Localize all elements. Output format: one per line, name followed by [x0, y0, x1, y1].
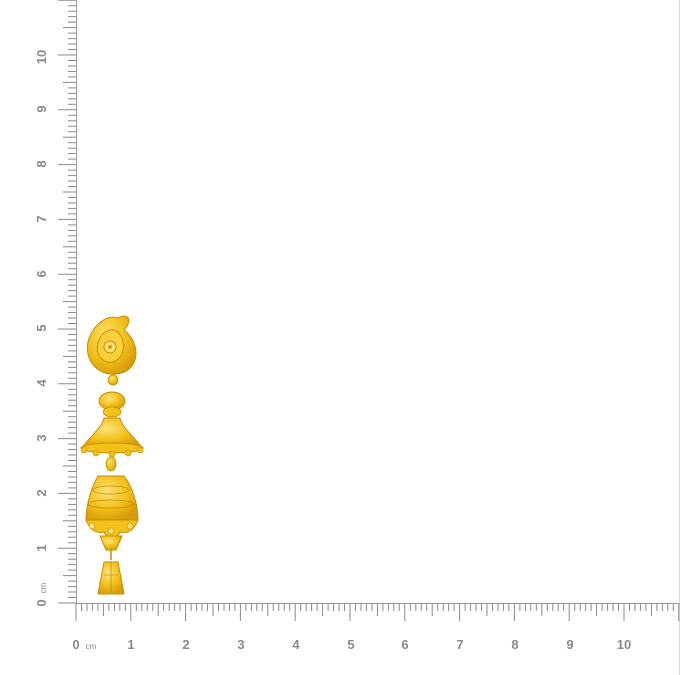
- x-label-4: 4: [292, 637, 300, 652]
- y-label-8: 8: [34, 160, 49, 167]
- x-label-8: 8: [511, 637, 518, 652]
- vertical-ruler-ticks: [58, 0, 76, 604]
- y-label-9: 9: [34, 105, 49, 112]
- x-label-7: 7: [456, 637, 463, 652]
- gold-jhumka-earring-icon: [80, 315, 144, 595]
- x-unit-label: cm: [86, 642, 97, 651]
- y-label-4: 4: [34, 379, 49, 387]
- y-label-0: 0: [34, 599, 49, 606]
- x-label-5: 5: [347, 637, 354, 652]
- y-label-5: 5: [34, 324, 49, 331]
- horizontal-ruler-ticks: [75, 603, 680, 621]
- y-label-2: 2: [34, 489, 49, 496]
- x-label-10: 10: [617, 637, 631, 652]
- y-label-7: 7: [34, 215, 49, 222]
- x-label-3: 3: [237, 637, 244, 652]
- vertical-ruler-labels: 0 1 2 3 4 5 6 7 8 9 10 cm: [34, 50, 49, 607]
- x-label-1: 1: [127, 637, 134, 652]
- y-label-10: 10: [34, 50, 49, 64]
- y-label-3: 3: [34, 434, 49, 441]
- y-label-6: 6: [34, 270, 49, 277]
- x-label-0: 0: [72, 637, 79, 652]
- horizontal-ruler-labels: 0 1 2 3 4 5 6 7 8 9 10 cm: [72, 637, 631, 652]
- x-label-6: 6: [401, 637, 408, 652]
- y-unit-label: cm: [39, 582, 48, 593]
- x-label-9: 9: [566, 637, 573, 652]
- x-label-2: 2: [182, 637, 189, 652]
- y-label-1: 1: [34, 544, 49, 551]
